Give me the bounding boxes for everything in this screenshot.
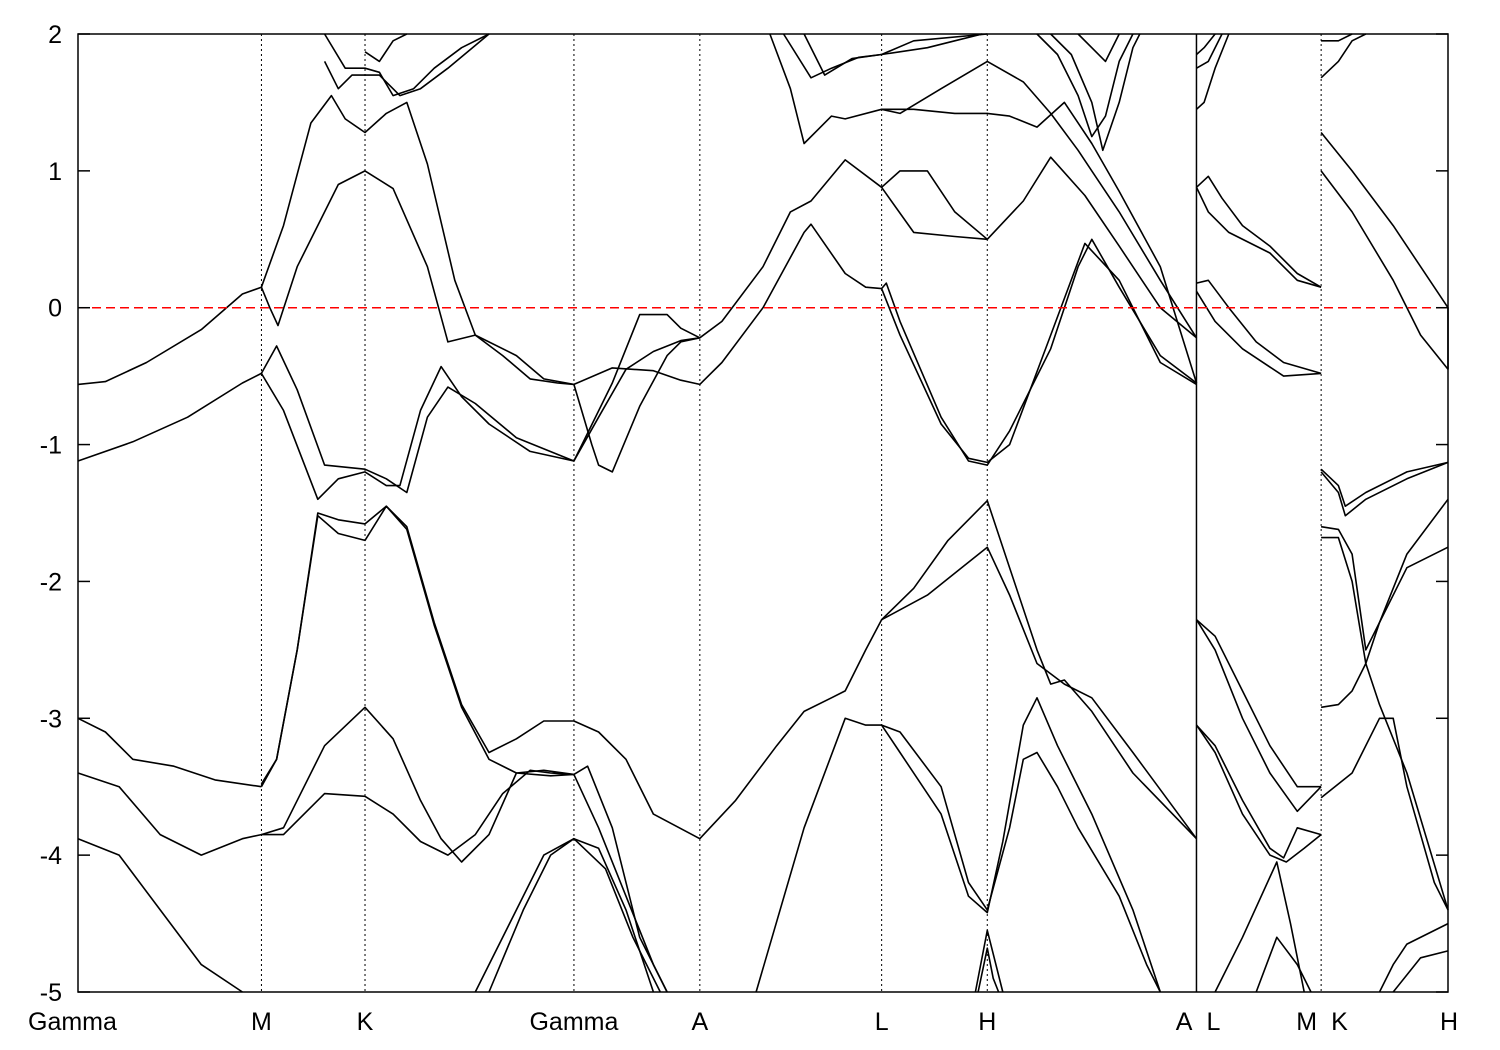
band-line	[364, 33, 408, 63]
band-line	[1378, 922, 1449, 993]
band-line	[1320, 461, 1449, 517]
band-line	[1195, 724, 1322, 859]
y-tick-label: 1	[48, 158, 62, 186]
y-axis-ticks: 2 1 0 -1 -2 -3 -4 -5	[40, 21, 1448, 1007]
y-tick-label: -4	[40, 842, 62, 870]
band-line	[881, 499, 1198, 840]
band-line	[261, 706, 668, 993]
x-tick-label: L	[875, 1008, 889, 1036]
band-line	[1195, 619, 1322, 788]
band-line	[1321, 33, 1353, 42]
band-line	[803, 33, 983, 76]
x-tick-label: A	[1176, 1008, 1193, 1036]
band-line	[323, 33, 490, 97]
y-tick-label: -1	[40, 432, 62, 460]
band-line	[880, 238, 1197, 466]
x-tick-label: L	[1206, 1008, 1220, 1036]
band-line	[881, 60, 1198, 339]
y-tick-label: 0	[48, 295, 62, 323]
band-line	[1195, 290, 1322, 377]
x-axis-ticks: Gamma M K Gamma A L H A L M K H	[28, 1008, 1458, 1036]
band-line	[1320, 33, 1367, 79]
kpoint-separators	[260, 34, 1322, 992]
band-line	[1195, 33, 1216, 56]
band-line	[77, 170, 1197, 464]
band-line	[1050, 33, 1141, 152]
x-tick-label: H	[978, 1008, 996, 1036]
x-tick-label: M	[1296, 1008, 1317, 1036]
band-line	[1195, 33, 1230, 110]
band-line	[1214, 861, 1305, 993]
band-line	[1255, 936, 1312, 993]
band-line	[260, 505, 1198, 840]
band-line	[881, 170, 988, 240]
band-line	[488, 837, 662, 993]
y-tick-label: -3	[40, 705, 62, 733]
plot-frame	[77, 33, 1449, 993]
band-line	[1196, 33, 1223, 69]
x-tick-label: Gamma	[28, 1008, 117, 1036]
band-line	[260, 505, 574, 785]
x-tick-label: Gamma	[529, 1008, 618, 1036]
band-line	[880, 697, 1162, 993]
x-tick-label: H	[1440, 1008, 1458, 1036]
x-tick-label: K	[357, 1008, 374, 1036]
y-tick-label: -2	[40, 568, 62, 596]
band-line	[1195, 175, 1322, 288]
band-line	[1320, 461, 1449, 507]
band-line	[77, 765, 668, 993]
plot-area-background	[78, 34, 1448, 992]
x-tick-label: M	[251, 1008, 272, 1036]
band-line	[1392, 950, 1449, 993]
band-line	[974, 929, 1004, 993]
y-tick-label: 2	[48, 21, 62, 49]
x-tick-label: K	[1331, 1008, 1348, 1036]
band-line	[1195, 619, 1322, 813]
band-line	[260, 313, 701, 494]
band-line	[1320, 717, 1449, 911]
band-line	[1195, 186, 1322, 288]
band-line	[77, 717, 262, 788]
band-line	[977, 947, 1000, 993]
x-tick-label: A	[691, 1008, 708, 1036]
y-tick-label: -5	[40, 979, 62, 1007]
band-lines	[77, 33, 1449, 993]
band-line	[1320, 170, 1449, 370]
band-line	[1196, 279, 1322, 375]
band-line	[1195, 724, 1322, 863]
band-line	[77, 837, 243, 993]
band-line	[1320, 498, 1449, 709]
band-line	[1320, 525, 1449, 651]
band-line	[1036, 33, 1134, 138]
band-line	[260, 94, 700, 473]
band-line	[1077, 33, 1120, 63]
band-line	[323, 33, 490, 97]
band-line	[769, 33, 1198, 384]
